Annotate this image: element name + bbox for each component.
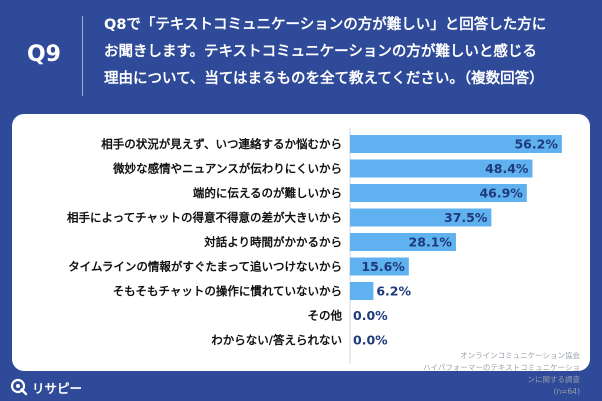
bar	[350, 257, 409, 276]
value-label: 56.2%	[514, 137, 558, 152]
question-text: Q8で「テキストコミュニケーションの方が難しい」と回答した方に お聞きします。テ…	[104, 17, 547, 87]
brand: リサピー	[10, 377, 82, 397]
header: Q9 Q8で「テキストコミュニケーションの方が難しい」と回答した方に お聞きしま…	[0, 0, 602, 112]
value-label: 0.0%	[353, 333, 388, 348]
source-line-3: (n=64)	[553, 387, 580, 396]
category-label: 相手の状況が見えず、いつ連絡するか悩むから	[101, 137, 342, 151]
value-label: 48.4%	[485, 161, 529, 176]
value-label: 28.1%	[409, 235, 453, 250]
question-id: Q9	[26, 41, 61, 67]
bar	[350, 135, 562, 153]
category-label: 相手によってチャットの得意不得意の差が大きいから	[67, 211, 342, 225]
chart-card: 相手の状況が見えず、いつ連絡するか悩むから 56.2% 微妙な感情やニュアンスが伝わ…	[12, 114, 590, 371]
bar	[350, 208, 492, 227]
bar	[350, 184, 527, 202]
category-label: タイムラインの情報がすぐたまって追いつけないから	[68, 260, 342, 274]
header-divider	[82, 16, 83, 96]
source-note: オンラインコミュニケーション協会 ハイパフォーマーのテキストコミュニケーションに…	[420, 350, 580, 398]
brand-name: リサピー	[32, 380, 83, 396]
value-label: 37.5%	[444, 210, 488, 225]
source-line-1: オンラインコミュニケーション協会	[460, 351, 580, 360]
category-label: その他	[308, 309, 343, 323]
value-label: 0.0%	[353, 308, 388, 323]
rsp-logo-icon	[10, 378, 28, 396]
value-label: 46.9%	[479, 186, 523, 201]
category-label: そもそもチャットの操作に慣れていないから	[113, 284, 342, 298]
bar	[350, 233, 456, 251]
value-label: 15.6%	[361, 259, 405, 274]
category-label: わからない/答えられない	[211, 333, 342, 347]
bar-chart: 相手の状況が見えず、いつ連絡するか悩むから 56.2% 微妙な感情やニュアンスが伝わ…	[67, 128, 562, 364]
category-label: 対話より時間がかかるから	[203, 235, 342, 249]
bar	[350, 159, 533, 178]
footer: リサピー	[0, 371, 602, 401]
bar	[350, 282, 374, 300]
source-line-2: ハイパフォーマーのテキストコミュニケーションに関する調査	[423, 363, 580, 384]
category-label: 端的に伝えるのが難しいから	[193, 186, 342, 200]
value-label: 6.2%	[376, 284, 411, 299]
category-label: 微妙な感情やニュアンスが伝わりにくいから	[112, 162, 342, 176]
